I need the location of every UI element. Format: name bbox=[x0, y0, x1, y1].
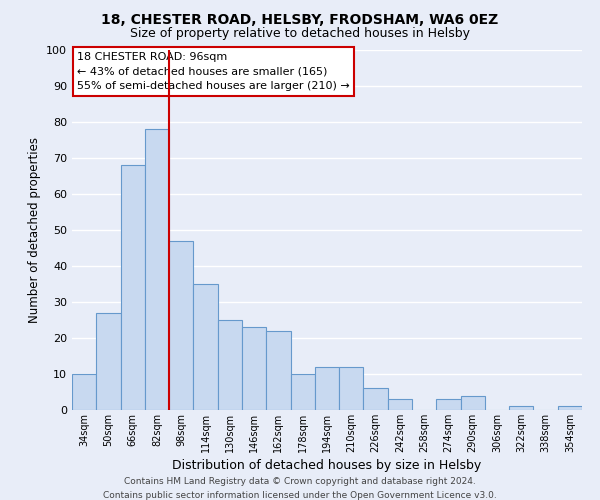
Bar bbox=[364, 388, 388, 410]
Bar bbox=[193, 284, 218, 410]
Bar bbox=[388, 399, 412, 410]
Text: 18 CHESTER ROAD: 96sqm
← 43% of detached houses are smaller (165)
55% of semi-de: 18 CHESTER ROAD: 96sqm ← 43% of detached… bbox=[77, 52, 350, 92]
Bar bbox=[461, 396, 485, 410]
Bar bbox=[509, 406, 533, 410]
Text: Contains public sector information licensed under the Open Government Licence v3: Contains public sector information licen… bbox=[103, 491, 497, 500]
Text: Contains HM Land Registry data © Crown copyright and database right 2024.: Contains HM Land Registry data © Crown c… bbox=[124, 478, 476, 486]
Bar bbox=[242, 327, 266, 410]
Bar bbox=[145, 129, 169, 410]
Text: Size of property relative to detached houses in Helsby: Size of property relative to detached ho… bbox=[130, 28, 470, 40]
Bar bbox=[96, 313, 121, 410]
Text: 18, CHESTER ROAD, HELSBY, FRODSHAM, WA6 0EZ: 18, CHESTER ROAD, HELSBY, FRODSHAM, WA6 … bbox=[101, 12, 499, 26]
Y-axis label: Number of detached properties: Number of detached properties bbox=[28, 137, 41, 323]
Bar bbox=[290, 374, 315, 410]
Bar bbox=[339, 367, 364, 410]
Bar bbox=[169, 241, 193, 410]
Bar bbox=[558, 406, 582, 410]
Bar bbox=[436, 399, 461, 410]
Bar bbox=[218, 320, 242, 410]
Bar bbox=[72, 374, 96, 410]
X-axis label: Distribution of detached houses by size in Helsby: Distribution of detached houses by size … bbox=[172, 459, 482, 472]
Bar bbox=[266, 331, 290, 410]
Bar bbox=[121, 165, 145, 410]
Bar bbox=[315, 367, 339, 410]
